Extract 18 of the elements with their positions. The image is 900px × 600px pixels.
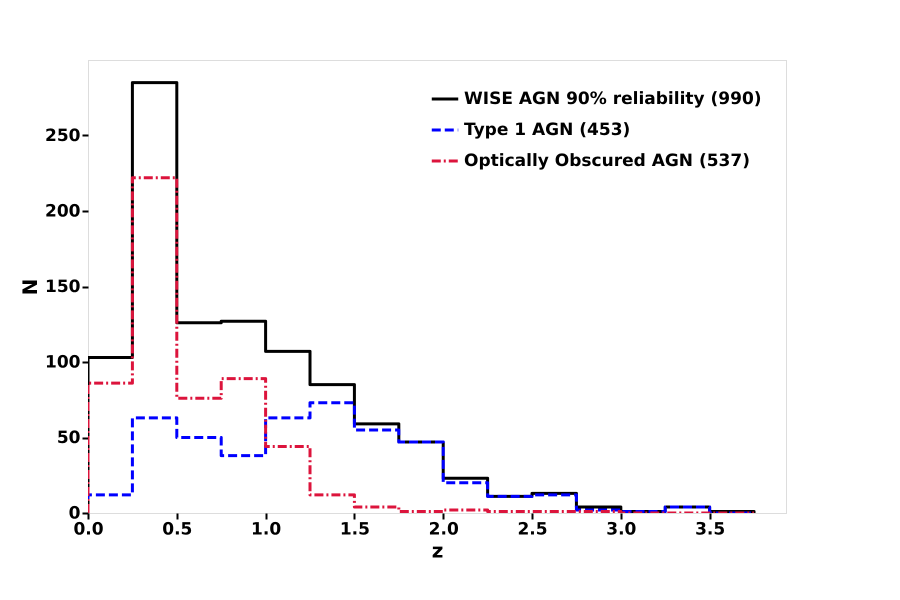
x-tick-label: 1.5 [340,520,370,540]
y-tick-label: 250 [45,126,81,146]
x-tick-label: 2.0 [428,520,459,540]
x-tick-label: 1.0 [251,520,282,540]
legend-label: Type 1 AGN (453) [464,120,630,140]
legend-label: WISE AGN 90% reliability (990) [464,89,762,109]
x-tick-label: 2.5 [517,520,548,540]
x-tick-label: 0.5 [162,520,192,540]
x-tick-label: 3.5 [695,520,726,540]
y-axis-title: N [18,278,42,296]
x-axis-title: z [432,538,444,562]
x-tick-label: 0.0 [73,520,104,540]
y-tick-label: 100 [45,352,81,372]
y-tick-label: 50 [56,428,81,448]
x-tick-label: 3.0 [606,520,637,540]
legend-label: Optically Obscured AGN (537) [464,151,750,171]
y-tick-label: 150 [45,277,81,297]
y-tick-label: 200 [45,202,81,222]
